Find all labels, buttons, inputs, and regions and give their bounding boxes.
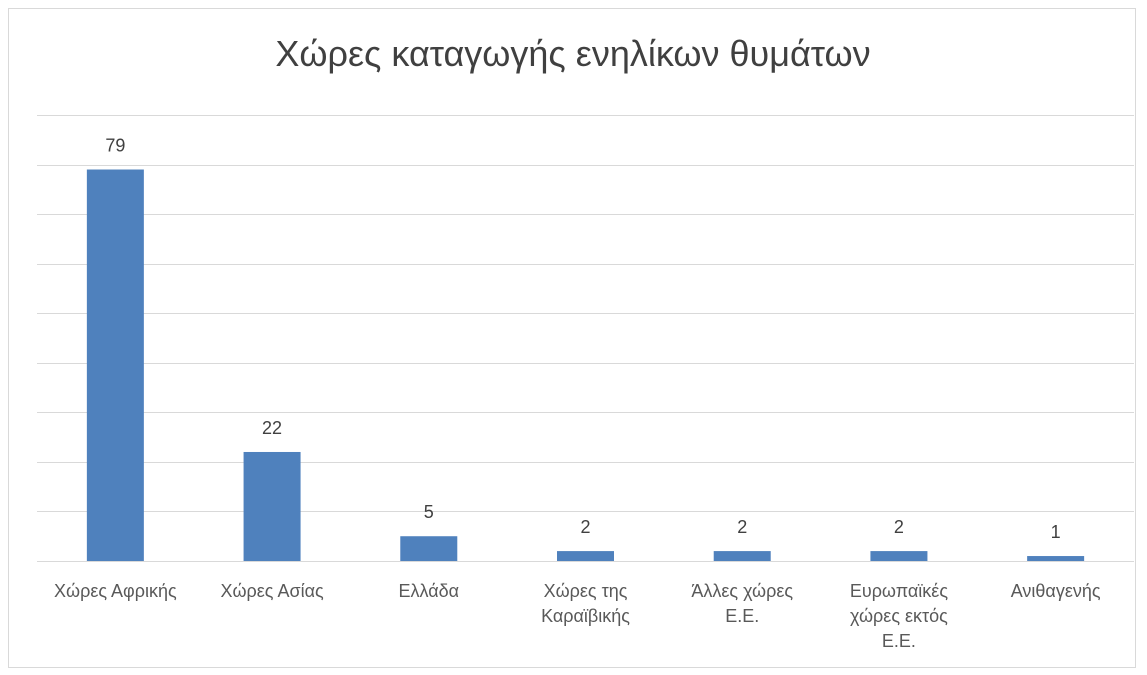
bar: [713, 551, 771, 561]
data-label: 5: [424, 502, 434, 522]
category-label-line: Άλλες χώρες: [691, 581, 793, 601]
category-label: Ελλάδα: [398, 581, 459, 601]
category-label-line: Χώρες της: [544, 581, 628, 601]
category-label-line: Χώρες Αφρικής: [54, 581, 177, 601]
category-label-line: Ε.Ε.: [725, 606, 759, 626]
category-label-line: Ε.Ε.: [882, 631, 916, 651]
category-label-line: Ανιθαγενής: [1011, 581, 1101, 601]
bar: [1027, 556, 1085, 561]
bar: [243, 451, 301, 561]
bar: [870, 551, 928, 561]
category-label: Ανιθαγενής: [1011, 581, 1101, 601]
category-label-line: Καραϊβικής: [541, 606, 630, 626]
category-label: Ευρωπαϊκές χώρες εκτός Ε.Ε.: [850, 581, 948, 651]
data-label: 2: [737, 517, 747, 537]
category-label: Χώρες της Καραϊβικής: [541, 581, 630, 626]
bar: [557, 551, 614, 561]
category-label-line: Ελλάδα: [398, 581, 459, 601]
category-label-line: χώρες εκτός: [850, 606, 948, 626]
data-label: 22: [262, 418, 282, 438]
bar: [400, 536, 458, 561]
chart-title: Χώρες καταγωγής ενηλίκων θυμάτων: [275, 33, 870, 74]
bar: [86, 169, 144, 561]
data-label: 79: [105, 136, 125, 156]
category-label-line: Ευρωπαϊκές: [850, 581, 948, 601]
category-label: Χώρες Ασίας: [220, 581, 324, 601]
category-label: Χώρες Αφρικής: [54, 581, 177, 601]
category-label-line: Χώρες Ασίας: [220, 581, 324, 601]
gridlines: [37, 115, 1134, 562]
data-label: 2: [580, 517, 590, 537]
category-labels: Χώρες Αφρικής Χώρες Ασίας Ελλάδα Χώρες της Κ…: [54, 581, 1101, 651]
data-label: 2: [894, 517, 904, 537]
bars: [86, 169, 1085, 561]
category-label: Άλλες χώρες Ε.Ε.: [691, 581, 793, 626]
data-label: 1: [1051, 522, 1061, 542]
